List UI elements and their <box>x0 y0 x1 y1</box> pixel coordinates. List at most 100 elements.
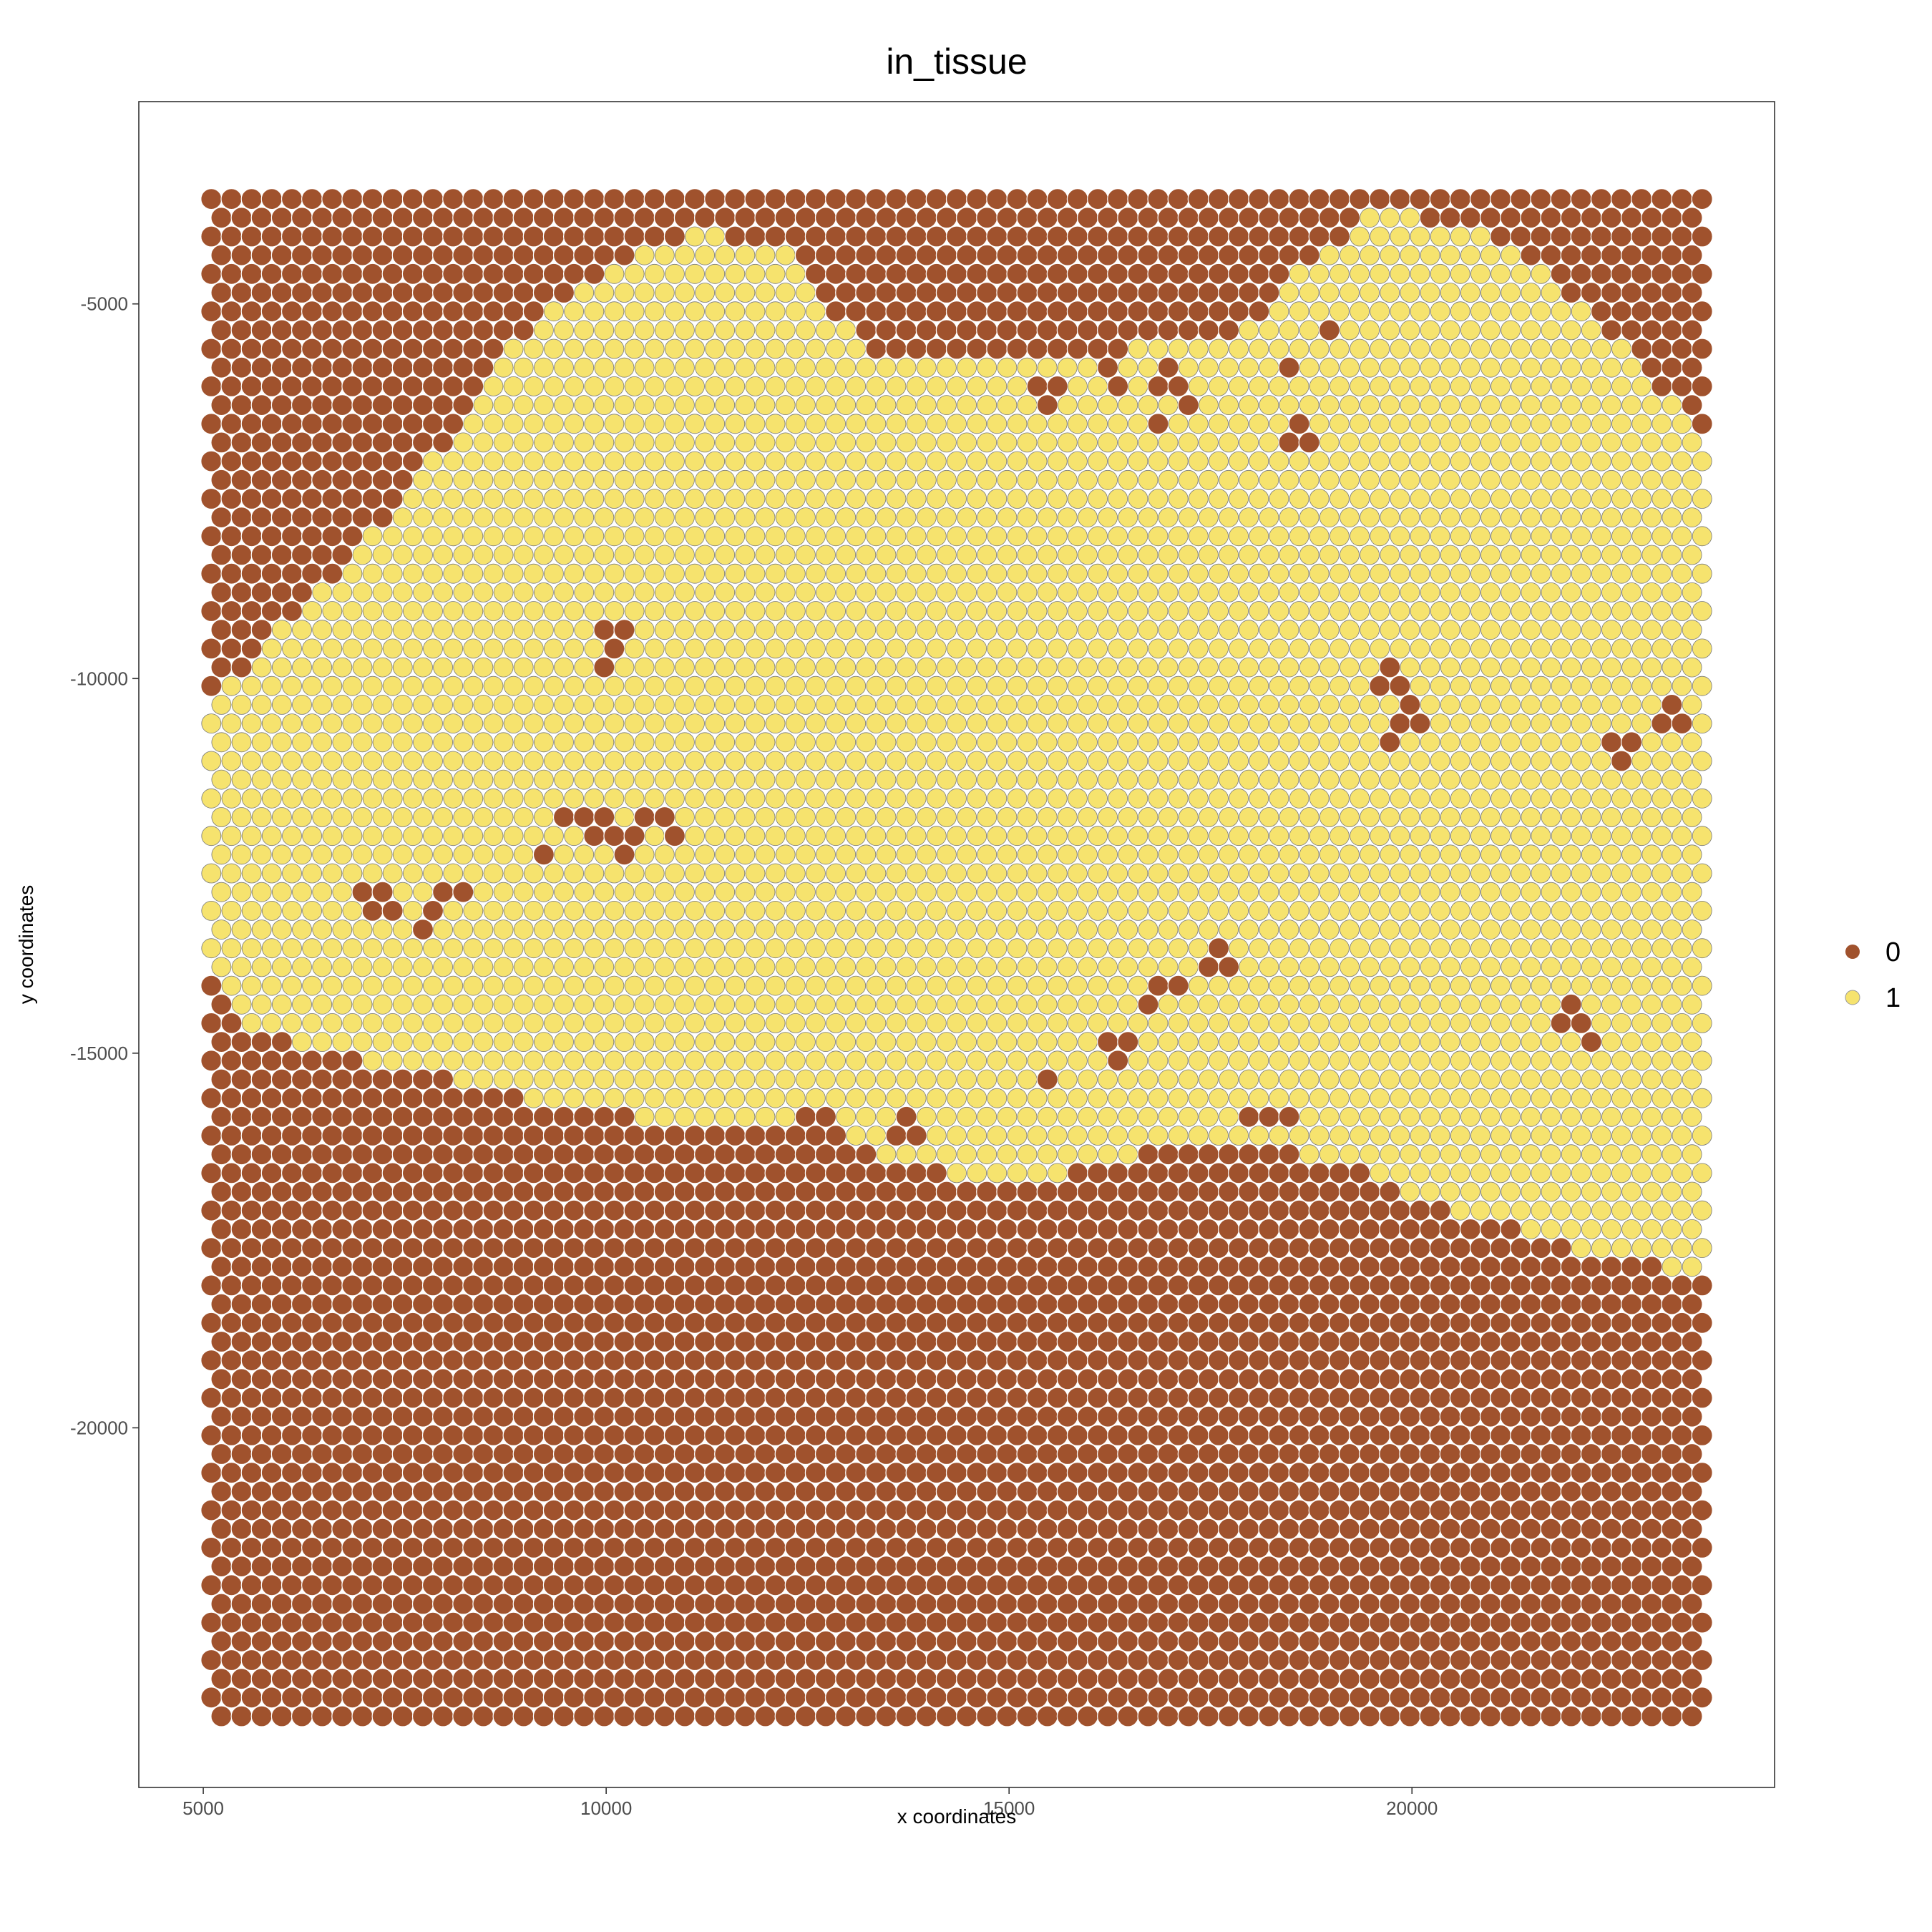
spot-out-tissue <box>1439 1218 1461 1241</box>
spot-in-tissue <box>1491 1050 1511 1071</box>
spot-out-tissue <box>1308 1349 1330 1372</box>
spot-out-tissue <box>210 244 233 266</box>
spot-out-tissue <box>895 1293 917 1315</box>
spot-out-tissue <box>593 1293 615 1315</box>
spot-out-tissue <box>280 1236 303 1259</box>
spot-in-tissue <box>423 526 443 547</box>
spot-in-tissue <box>1178 1032 1199 1052</box>
spot-out-tissue <box>573 1106 595 1128</box>
spot-in-tissue <box>785 1013 806 1033</box>
spot-out-tissue <box>1177 1218 1199 1241</box>
spot-out-tissue <box>331 281 353 304</box>
spot-out-tissue <box>986 1312 1008 1334</box>
spot-in-tissue <box>947 526 967 547</box>
spot-in-tissue <box>785 638 806 659</box>
spot-in-tissue <box>453 657 474 678</box>
spot-in-tissue <box>1682 994 1702 1015</box>
spot-out-tissue <box>1560 1405 1582 1428</box>
spot-in-tissue <box>1440 732 1460 753</box>
spot-in-tissue <box>1541 844 1561 865</box>
spot-out-tissue <box>1661 1293 1683 1315</box>
spot-out-tissue <box>935 207 958 229</box>
spot-out-tissue <box>613 1368 635 1390</box>
spot-in-tissue <box>1521 357 1541 378</box>
spot-in-tissue <box>816 1032 836 1052</box>
spot-in-tissue <box>906 1013 927 1033</box>
spot-in-tissue <box>1017 1032 1038 1052</box>
spot-out-tissue <box>824 1387 847 1409</box>
spot-in-tissue <box>1098 620 1118 640</box>
spot-out-tissue <box>573 244 595 266</box>
spot-out-tissue <box>603 225 625 248</box>
spot-out-tissue <box>421 413 444 435</box>
spot-in-tissue <box>695 1106 715 1127</box>
spot-in-tissue <box>1480 807 1501 827</box>
spot-in-tissue <box>1350 1050 1370 1071</box>
spot-out-tissue <box>1167 1312 1189 1334</box>
spot-in-tissue <box>1430 376 1450 396</box>
spot-in-tissue <box>523 526 544 547</box>
spot-in-tissue <box>926 863 947 884</box>
spot-out-tissue <box>260 413 283 435</box>
spot-in-tissue <box>413 844 433 865</box>
spot-out-tissue <box>996 319 1018 341</box>
spot-in-tissue <box>876 357 897 378</box>
spot-out-tissue <box>1147 1162 1169 1184</box>
spot-in-tissue <box>1652 1088 1672 1108</box>
spot-in-tissue <box>1360 807 1380 827</box>
spot-in-tissue <box>806 938 826 959</box>
spot-out-tissue <box>381 1199 404 1221</box>
spot-in-tissue <box>725 675 746 696</box>
spot-out-tissue <box>1016 1256 1038 1278</box>
spot-out-tissue <box>855 1256 877 1278</box>
spot-in-tissue <box>1350 1013 1370 1033</box>
spot-out-tissue <box>1066 301 1089 323</box>
spot-in-tissue <box>937 732 957 753</box>
spot-in-tissue <box>1662 919 1682 940</box>
spot-in-tissue <box>1591 863 1611 884</box>
spot-in-tissue <box>1641 507 1662 527</box>
spot-out-tissue <box>542 1349 565 1372</box>
spot-out-tissue <box>270 506 293 529</box>
spot-out-tissue <box>351 281 374 304</box>
spot-out-tissue <box>1167 1387 1189 1409</box>
spot-in-tissue <box>1571 414 1591 434</box>
spot-in-tissue <box>423 788 443 809</box>
spot-out-tissue <box>1056 244 1078 266</box>
spot-in-tissue <box>1027 675 1048 696</box>
spot-out-tissue <box>603 1236 625 1259</box>
spot-in-tissue <box>725 563 746 584</box>
spot-in-tissue <box>745 638 766 659</box>
spot-out-tissue <box>875 1218 897 1241</box>
spot-in-tissue <box>1692 638 1712 659</box>
spot-out-tissue <box>986 1236 1008 1259</box>
spot-out-tissue <box>996 1256 1018 1278</box>
spot-out-tissue <box>673 1143 696 1166</box>
spot-out-tissue <box>935 1405 958 1428</box>
spot-in-tissue <box>1309 1088 1330 1108</box>
spot-in-tissue <box>1591 1088 1611 1108</box>
spot-out-tissue <box>411 1143 434 1166</box>
spot-in-tissue <box>1641 1144 1662 1165</box>
spot-out-tissue <box>341 338 364 360</box>
spot-in-tissue <box>654 657 675 678</box>
spot-out-tissue <box>1217 956 1240 978</box>
spot-in-tissue <box>352 957 373 977</box>
spot-in-tissue <box>1571 975 1591 996</box>
spot-out-tissue <box>1449 1349 1471 1372</box>
spot-in-tissue <box>1652 1238 1672 1258</box>
spot-in-tissue <box>1289 1013 1309 1033</box>
spot-out-tissue <box>1651 1312 1673 1334</box>
spot-out-tissue <box>270 356 293 379</box>
spot-in-tissue <box>1259 469 1279 490</box>
spot-in-tissue <box>937 545 957 565</box>
spot-in-tissue <box>977 919 997 940</box>
spot-in-tissue <box>775 882 796 902</box>
spot-in-tissue <box>423 826 443 847</box>
spot-in-tissue <box>624 1050 645 1071</box>
spot-out-tissue <box>603 1162 625 1184</box>
spot-out-tissue <box>1238 244 1260 266</box>
spot-in-tissue <box>352 994 373 1015</box>
spot-in-tissue <box>1440 432 1460 453</box>
spot-out-tissue <box>311 207 333 229</box>
